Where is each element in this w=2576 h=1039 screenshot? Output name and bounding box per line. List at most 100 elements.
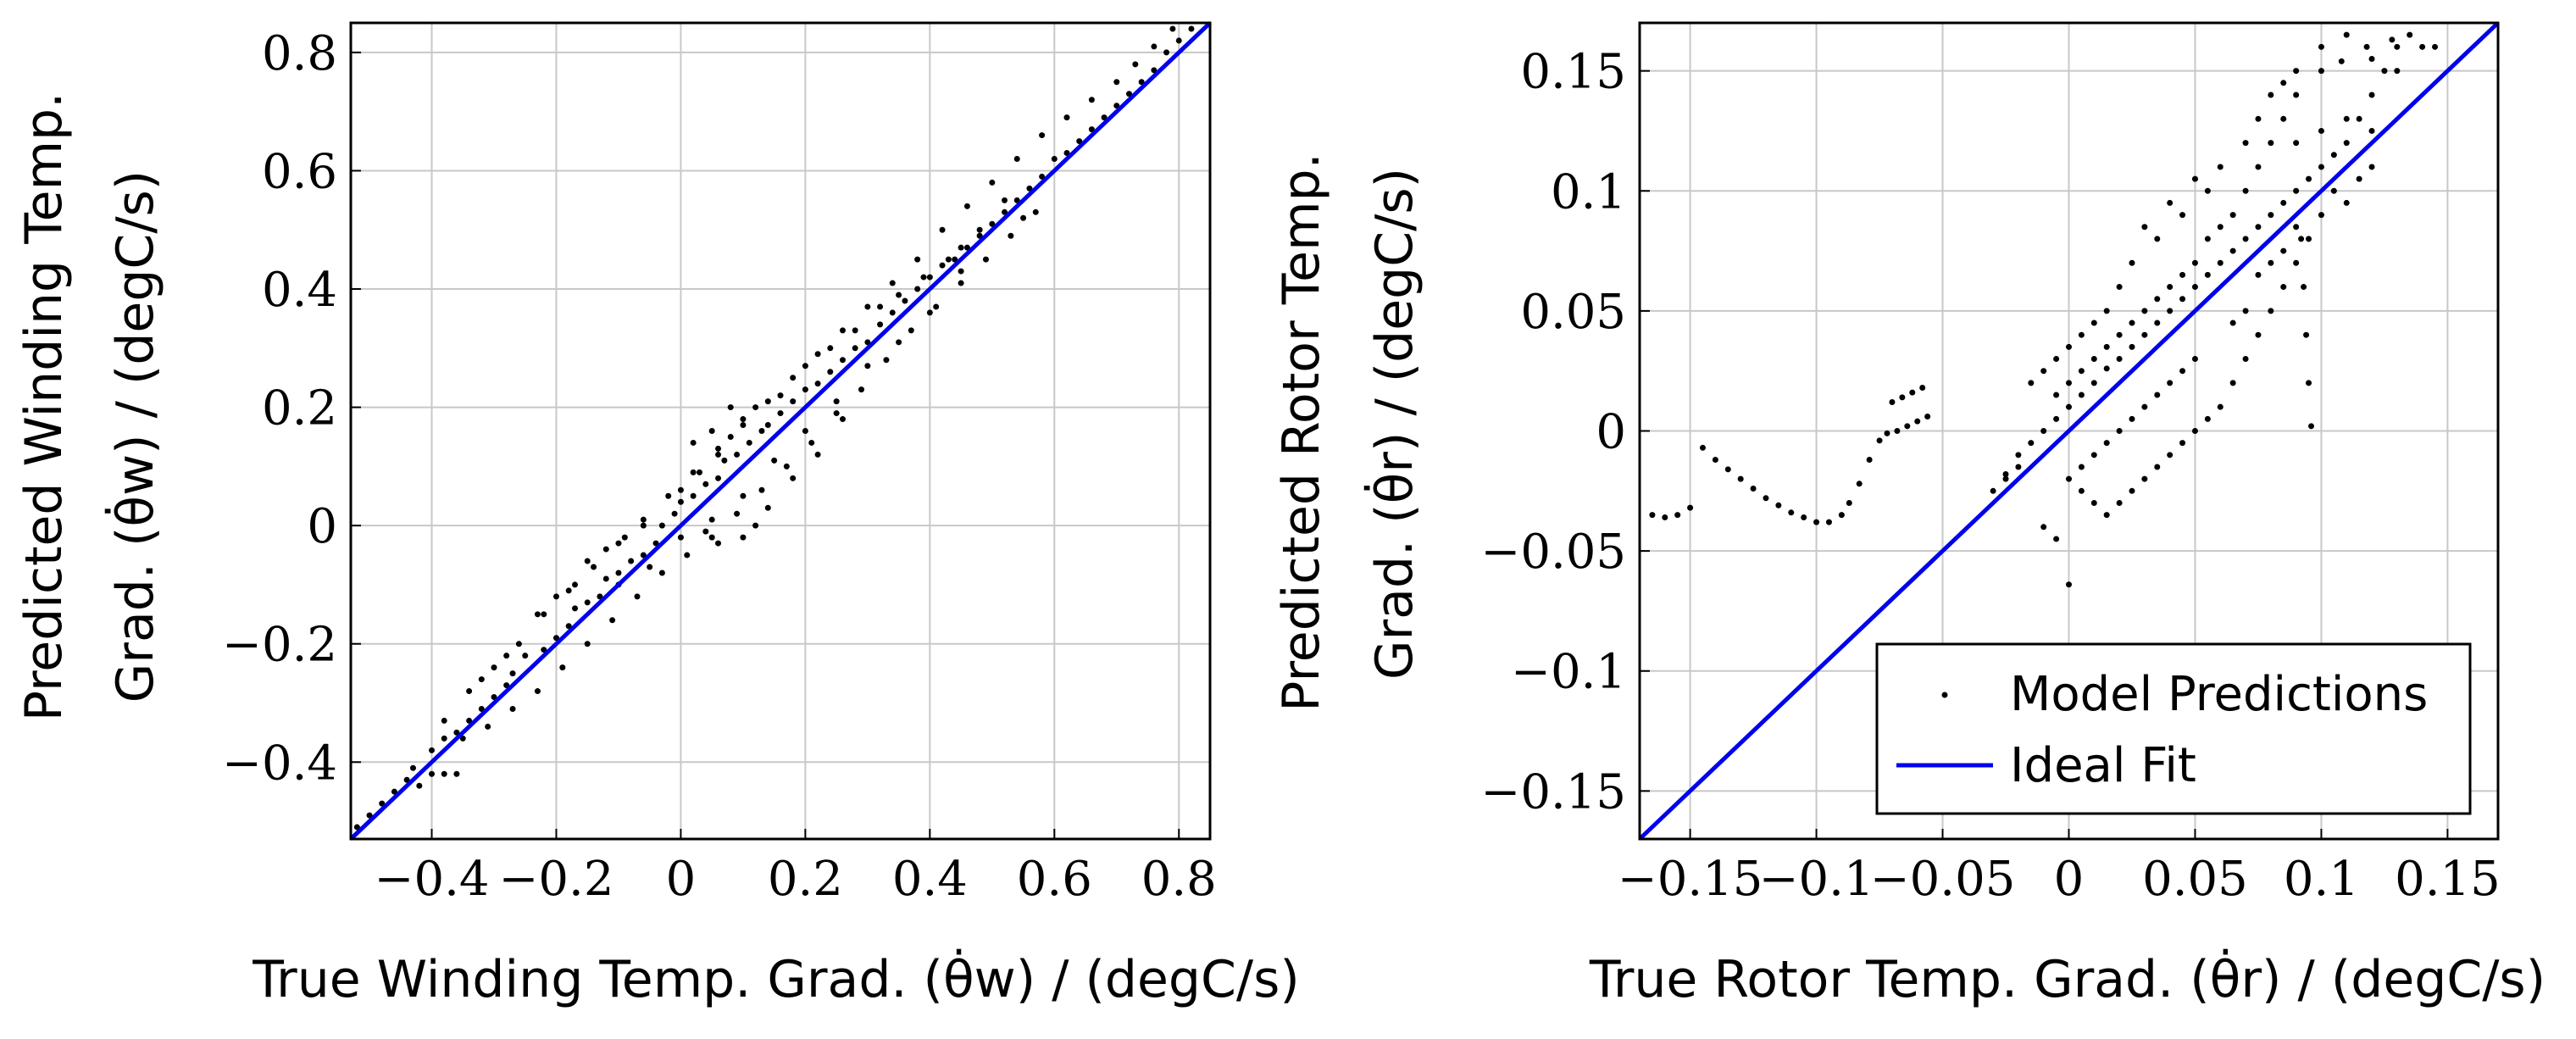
data-point-114: [658, 570, 665, 576]
winding-ideal-fit-line: [349, 21, 1212, 841]
data-point-77: [1132, 61, 1139, 68]
data-point-33: [2040, 428, 2047, 434]
data-point-14: [478, 705, 485, 712]
data-point-103: [491, 664, 497, 671]
data-point-82: [2129, 319, 2135, 326]
data-point-71: [2268, 140, 2274, 147]
data-point-44: [814, 381, 821, 387]
data-point-141: [2303, 331, 2310, 338]
data-point-149: [2318, 43, 2324, 50]
data-point-42: [790, 398, 797, 405]
data-point-150: [2343, 31, 2350, 38]
data-point-110: [2330, 187, 2337, 194]
data-point-47: [2217, 259, 2223, 266]
data-point-77: [2191, 259, 2198, 266]
winding-x-axis-label: True Winding Temp. Grad. (θ̇w) / (degC/s…: [252, 948, 1300, 1009]
data-point-115: [684, 552, 691, 558]
data-point-165: [864, 363, 871, 369]
data-point-54: [2306, 175, 2312, 182]
data-point-19: [541, 647, 547, 653]
data-point-162: [771, 457, 778, 464]
data-point-39: [2116, 356, 2123, 363]
data-point-142: [852, 327, 858, 334]
data-point-59: [1002, 208, 1008, 215]
x-tick-label-4: 0.4: [892, 852, 968, 907]
data-point-18: [522, 653, 529, 659]
data-point-80: [2154, 296, 2161, 303]
data-point-125: [2078, 331, 2085, 338]
data-point-91: [2090, 499, 2097, 506]
data-point-61: [1026, 185, 1033, 192]
x-tick-label-2: −0.05: [1870, 852, 2016, 907]
data-point-132: [715, 451, 722, 458]
data-point-133: [727, 433, 734, 440]
data-point-167: [2090, 452, 2097, 458]
data-point-127: [2053, 356, 2060, 363]
data-point-142: [2306, 380, 2312, 386]
data-point-2: [379, 800, 386, 807]
data-point-165: [2116, 428, 2123, 434]
data-point-89: [2066, 475, 2072, 482]
data-point-131: [696, 469, 702, 475]
data-point-118: [2167, 199, 2174, 206]
data-point-106: [459, 735, 466, 742]
data-point-148: [976, 226, 983, 233]
data-point-93: [2116, 499, 2123, 506]
data-point-63: [2419, 43, 2426, 50]
data-point-124: [2090, 319, 2097, 326]
data-point-108: [509, 705, 516, 712]
data-point-65: [2389, 36, 2396, 43]
data-point-108: [2306, 236, 2312, 242]
data-point-126: [958, 280, 964, 286]
data-point-15: [1838, 512, 1845, 519]
data-point-146: [945, 256, 952, 263]
data-point-65: [1076, 138, 1083, 145]
data-point-159: [2167, 380, 2174, 386]
data-point-175: [790, 475, 797, 481]
data-point-153: [640, 522, 647, 529]
x-tick-label-6: 0.8: [1141, 852, 1217, 907]
data-point-8: [1750, 485, 1757, 492]
winding-y-ticks: −0.4 −0.2 0 0.2 0.4 0.6 0.8: [222, 26, 361, 791]
data-point-1: [366, 812, 373, 819]
data-point-160: [708, 516, 715, 523]
data-point-103: [2242, 356, 2249, 363]
data-point-99: [591, 564, 597, 570]
data-point-120: [2141, 224, 2148, 231]
data-point-39: [758, 428, 765, 434]
data-point-25: [1889, 399, 1896, 406]
data-point-124: [908, 327, 914, 334]
data-point-161: [2191, 356, 2198, 363]
data-point-82: [1013, 156, 1020, 162]
data-point-60: [1013, 197, 1020, 203]
x-tick-label-3: 0.2: [768, 852, 843, 907]
data-point-132: [2040, 524, 2047, 531]
data-point-49: [877, 321, 884, 328]
y-tick-label-2: 0: [307, 499, 337, 554]
data-point-61: [2394, 43, 2401, 50]
winding-y-axis-label-line1: Predicted Winding Temp.: [14, 92, 74, 721]
data-point-86: [2078, 368, 2085, 375]
data-point-98: [2179, 440, 2186, 447]
x-tick-label-0: −0.15: [1618, 852, 1763, 907]
data-point-88: [2053, 392, 2060, 398]
data-point-169: [1020, 214, 1027, 221]
data-point-3: [1687, 504, 1694, 511]
data-point-70: [1138, 79, 1145, 86]
data-point-111: [584, 641, 591, 647]
data-point-5: [1712, 456, 1718, 463]
data-point-90: [2078, 487, 2085, 494]
data-point-63: [1051, 156, 1058, 162]
data-point-50: [2255, 224, 2262, 231]
data-point-163: [802, 428, 808, 434]
data-point-105: [2268, 308, 2274, 314]
data-point-45: [827, 369, 834, 375]
data-point-174: [702, 528, 709, 535]
data-point-84: [963, 203, 970, 209]
data-point-173: [715, 540, 722, 547]
data-point-135: [2255, 271, 2262, 278]
data-point-94: [2129, 487, 2135, 494]
data-point-101: [541, 611, 547, 618]
data-point-67: [2338, 58, 2345, 64]
